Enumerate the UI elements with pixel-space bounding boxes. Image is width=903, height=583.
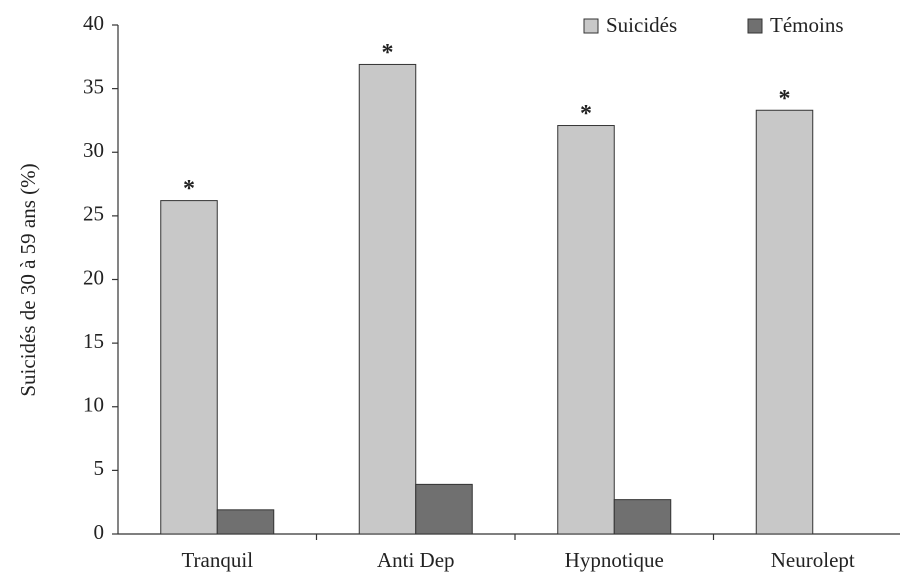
legend-label: Témoins <box>770 13 844 37</box>
y-tick-label: 0 <box>94 520 105 544</box>
y-tick-label: 40 <box>83 11 104 35</box>
bar <box>613 499 672 535</box>
significance-marker: * <box>382 40 394 66</box>
y-tick-label: 15 <box>83 329 104 353</box>
x-tick-label: Hypnotique <box>565 548 664 572</box>
y-tick-label: 35 <box>83 74 104 98</box>
x-tick-label: Anti Dep <box>377 548 455 572</box>
bar <box>216 509 275 535</box>
y-axis-label: Suicidés de 30 à 59 ans (%) <box>16 163 40 396</box>
y-tick-label: 25 <box>83 202 104 226</box>
legend-label: Suicidés <box>606 13 677 37</box>
bar <box>358 63 417 535</box>
y-tick-label: 10 <box>83 393 104 417</box>
y-tick-label: 20 <box>83 265 104 289</box>
y-tick-label: 5 <box>94 456 105 480</box>
bar <box>755 109 814 535</box>
y-tick-label: 30 <box>83 138 104 162</box>
x-tick-label: Tranquil <box>181 548 253 572</box>
legend-swatch <box>747 18 763 34</box>
bar <box>160 200 218 535</box>
significance-marker: * <box>183 176 195 202</box>
significance-marker: * <box>580 101 592 127</box>
legend-swatch <box>583 18 599 34</box>
x-tick-label: Neurolept <box>771 548 855 572</box>
bar <box>415 483 473 535</box>
significance-marker: * <box>779 86 791 112</box>
bar <box>557 125 615 535</box>
